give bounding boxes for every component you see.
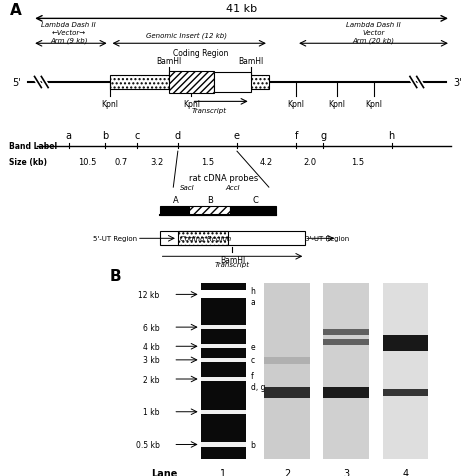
Text: 3: 3 <box>343 467 349 476</box>
Text: 1 kb: 1 kb <box>143 407 160 416</box>
Text: Arm (9 kb): Arm (9 kb) <box>50 38 87 44</box>
Text: 4 kb: 4 kb <box>143 342 160 351</box>
Bar <box>160 232 305 246</box>
Text: C: C <box>252 195 258 204</box>
Text: KpnI: KpnI <box>101 99 118 109</box>
Text: 3 kb: 3 kb <box>143 356 160 365</box>
Bar <box>201 410 246 414</box>
Text: a: a <box>251 298 255 307</box>
Text: 4.2: 4.2 <box>260 158 273 166</box>
Bar <box>201 283 246 459</box>
Bar <box>201 377 246 381</box>
Text: A: A <box>9 3 21 18</box>
Bar <box>169 72 214 94</box>
Text: h: h <box>251 286 255 295</box>
Bar <box>264 357 310 364</box>
Text: Band Label: Band Label <box>9 142 58 151</box>
Bar <box>214 73 251 92</box>
Text: KpnI: KpnI <box>328 99 346 109</box>
Text: h: h <box>389 131 395 141</box>
Text: 1.5: 1.5 <box>201 158 214 166</box>
Text: Coding Region: Coding Region <box>180 236 231 242</box>
Bar <box>383 283 428 459</box>
Bar <box>323 387 369 398</box>
Text: Lambda Dash II: Lambda Dash II <box>346 21 401 28</box>
Text: g: g <box>320 131 327 141</box>
Text: 3': 3' <box>453 78 462 88</box>
Text: b: b <box>251 440 255 449</box>
Text: Genomic Insert (12 kb): Genomic Insert (12 kb) <box>146 32 228 39</box>
Text: 1: 1 <box>220 467 227 476</box>
Bar <box>109 76 269 89</box>
Text: 0.7: 0.7 <box>114 158 128 166</box>
Text: 2 kb: 2 kb <box>143 375 160 384</box>
Bar <box>178 232 228 246</box>
Bar <box>383 389 428 397</box>
Text: 4: 4 <box>402 467 409 476</box>
Text: Lambda Dash II: Lambda Dash II <box>41 21 96 28</box>
Text: 0.5 kb: 0.5 kb <box>136 440 160 449</box>
Bar <box>201 345 246 348</box>
Text: AccI: AccI <box>225 185 240 190</box>
Text: a: a <box>65 131 72 141</box>
Text: B: B <box>109 268 121 284</box>
Text: Size (kb): Size (kb) <box>9 158 47 166</box>
Text: 5': 5' <box>12 78 21 88</box>
Text: f: f <box>294 131 298 141</box>
Text: e: e <box>234 131 240 141</box>
Text: 12 kb: 12 kb <box>138 290 160 299</box>
Text: e: e <box>251 342 255 351</box>
Text: c: c <box>251 356 255 365</box>
Text: c: c <box>134 131 139 141</box>
Text: BamHI: BamHI <box>220 255 245 264</box>
Bar <box>160 207 189 215</box>
Bar <box>201 443 246 446</box>
Text: 2: 2 <box>284 467 290 476</box>
Text: B: B <box>207 195 213 204</box>
Bar <box>201 290 246 298</box>
Text: d, g: d, g <box>251 382 265 391</box>
Text: 1.5: 1.5 <box>351 158 364 166</box>
Bar <box>323 329 369 336</box>
Text: Transcript: Transcript <box>192 108 227 114</box>
Text: KpnI: KpnI <box>288 99 305 109</box>
Text: 2.0: 2.0 <box>303 158 316 166</box>
Bar <box>189 207 230 215</box>
Text: SacI: SacI <box>180 185 194 190</box>
Text: b: b <box>102 131 108 141</box>
Text: 3.2: 3.2 <box>151 158 164 166</box>
Text: KpnI: KpnI <box>365 99 382 109</box>
Text: 6 kb: 6 kb <box>143 323 160 332</box>
Text: Arm (20 kb): Arm (20 kb) <box>353 38 394 44</box>
Text: rat cDNA probes: rat cDNA probes <box>189 173 258 182</box>
Text: BamHI: BamHI <box>238 57 263 66</box>
Text: A: A <box>173 195 178 204</box>
Bar <box>201 325 246 329</box>
Text: d: d <box>175 131 181 141</box>
Text: 10.5: 10.5 <box>78 158 96 166</box>
Text: 41 kb: 41 kb <box>226 4 257 14</box>
Text: 5'-UT Region: 5'-UT Region <box>93 236 137 242</box>
Bar <box>264 387 310 398</box>
Text: Lane: Lane <box>151 467 177 476</box>
Bar <box>230 207 276 215</box>
Bar <box>383 335 428 352</box>
Bar <box>201 358 246 362</box>
Text: Transcript: Transcript <box>215 261 250 267</box>
Bar <box>323 283 369 459</box>
Text: 3'-UT Region: 3'-UT Region <box>305 236 349 242</box>
Text: ←Vector→: ←Vector→ <box>52 30 86 36</box>
Text: Coding Region: Coding Region <box>173 49 228 58</box>
Bar <box>264 283 310 459</box>
Text: f: f <box>251 372 254 380</box>
Text: KpnI: KpnI <box>183 99 200 109</box>
Text: BamHI: BamHI <box>156 57 182 66</box>
Bar <box>201 293 246 297</box>
Bar <box>323 339 369 345</box>
Text: Vector: Vector <box>362 30 385 36</box>
